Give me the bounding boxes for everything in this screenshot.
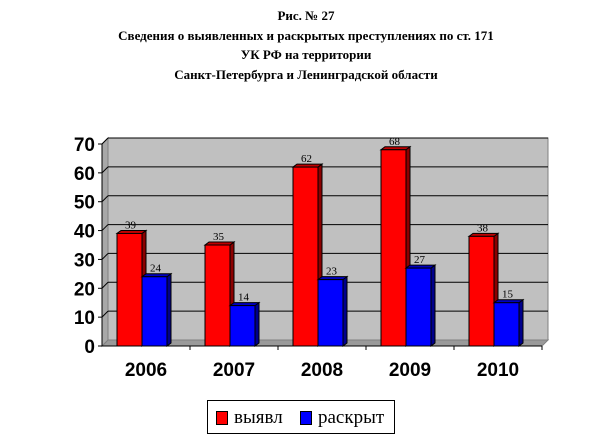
x-tick-label: 2010: [477, 360, 519, 381]
x-tick-label: 2007: [213, 360, 255, 381]
legend-label-series-2: раскрыт: [318, 407, 385, 428]
gridline-side: [101, 137, 109, 145]
data-label: 62: [301, 153, 312, 165]
bar-front: [229, 305, 256, 347]
gridline-side: [101, 166, 109, 174]
x-tick-label: 2008: [301, 360, 343, 381]
data-label: 35: [213, 231, 225, 243]
x-tick-label: 2009: [389, 360, 431, 381]
y-tick-label: 10: [74, 308, 95, 329]
bar-series-2: [228, 301, 261, 347]
title-line-2: Сведения о выявленных и раскрытых престу…: [118, 27, 494, 43]
bar-side: [342, 275, 348, 347]
bar-front: [204, 244, 231, 347]
chart-title: Рис. № 27 Сведения о выявленных и раскры…: [0, 6, 612, 84]
bar-side: [254, 301, 260, 347]
title-line-4: Санкт-Петербурга и Ленинградской области: [174, 66, 438, 82]
y-tick-label: 40: [74, 222, 95, 243]
legend-swatch-series-2: [300, 411, 312, 425]
legend-swatch-series-1: [216, 411, 228, 425]
gridline-side: [101, 310, 109, 318]
y-tick-label: 0: [84, 337, 95, 358]
bar-front: [405, 267, 432, 347]
data-label: 23: [326, 266, 338, 278]
data-label: 24: [150, 263, 162, 275]
data-label: 27: [414, 254, 426, 266]
y-tick-label: 50: [74, 193, 95, 214]
bar-front: [292, 166, 319, 347]
bar-side: [166, 272, 172, 347]
data-label: 15: [502, 289, 514, 301]
title-line-3: УК РФ на территории: [240, 47, 372, 62]
data-label: 68: [389, 136, 401, 148]
gridline-side: [101, 195, 109, 203]
bar-front: [116, 232, 143, 347]
data-label: 14: [238, 292, 250, 304]
y-tick-label: 60: [74, 164, 95, 185]
gridline-side: [101, 224, 109, 231]
y-tick-label: 20: [74, 279, 95, 300]
y-tick-label: 70: [74, 135, 95, 156]
bar-series-2: [316, 275, 349, 347]
data-label: 39: [125, 219, 137, 231]
bar-series-2: [140, 272, 173, 347]
data-label: 38: [477, 222, 489, 234]
bar-series-1: [115, 229, 148, 347]
x-tick-label: 2006: [125, 360, 167, 381]
gridline-side: [101, 253, 109, 260]
bar-front: [468, 235, 495, 347]
legend: выявл раскрыт: [207, 400, 395, 434]
title-line-1: Рис. № 27: [277, 8, 335, 23]
legend-item-series-1: выявл: [216, 407, 283, 429]
legend-item-series-2: раскрыт: [300, 407, 384, 429]
bar-front: [317, 279, 344, 347]
bar-series-2: [492, 298, 525, 347]
legend-label-series-1: выявл: [234, 407, 283, 428]
bar-series-2: [404, 264, 437, 347]
bar-side: [430, 264, 436, 347]
bar-front: [380, 149, 407, 347]
y-tick-label: 30: [74, 250, 95, 271]
bar-front: [141, 276, 168, 347]
bar-side: [518, 298, 524, 347]
bar-front: [493, 302, 520, 347]
gridline-side: [101, 281, 109, 289]
